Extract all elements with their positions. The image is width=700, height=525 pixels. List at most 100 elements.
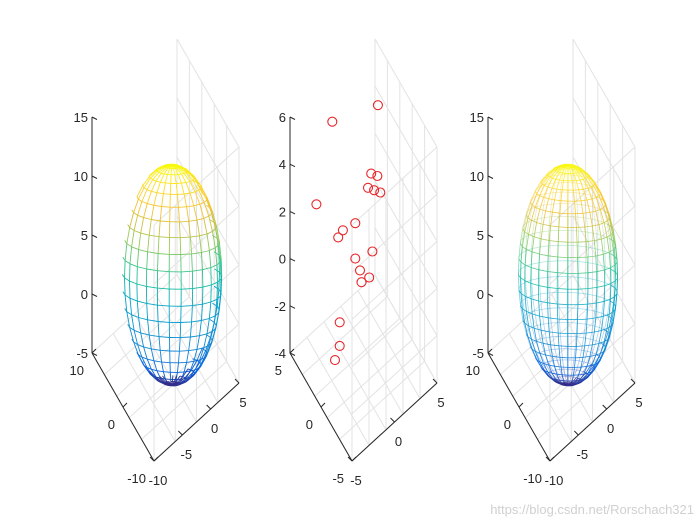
mesh-line (583, 337, 591, 340)
mesh-line (558, 345, 561, 358)
scatter-point (375, 187, 386, 198)
mesh-line (147, 358, 155, 362)
mesh-line (178, 173, 182, 176)
mesh-line (584, 333, 587, 346)
grid-line (326, 339, 413, 419)
mesh-line (213, 285, 220, 290)
mesh-line (570, 173, 573, 181)
mesh-line (174, 174, 177, 184)
mesh-line (603, 236, 606, 252)
mesh-line (528, 325, 532, 340)
mesh-line (158, 166, 166, 173)
mesh-line (536, 222, 544, 225)
mesh-line (612, 249, 616, 266)
mesh-line (608, 299, 611, 315)
mesh-line (583, 171, 589, 179)
mesh-line (527, 198, 533, 211)
mesh-line (552, 199, 555, 213)
mesh-line (540, 178, 543, 182)
mesh-line (539, 197, 544, 210)
mesh-line (572, 360, 575, 370)
mesh-line (186, 205, 194, 208)
mesh-line (586, 199, 591, 213)
mesh-line (549, 170, 557, 178)
mesh-line (136, 283, 147, 287)
mesh-line (159, 173, 165, 183)
mesh-line (587, 302, 597, 305)
mesh-line (585, 241, 588, 258)
mesh-line (607, 223, 612, 228)
mesh-line (126, 227, 131, 244)
mesh-line (172, 168, 176, 175)
mesh-line (547, 168, 555, 174)
mesh-line (533, 236, 542, 240)
mesh-line (576, 333, 578, 347)
mesh-line (218, 296, 221, 313)
mesh-line (556, 179, 560, 190)
mesh-line (522, 300, 526, 316)
mesh-line (544, 171, 551, 179)
mesh-line (579, 170, 585, 178)
mesh-line (573, 175, 576, 184)
mesh-line (549, 308, 552, 324)
mesh-line (147, 203, 155, 206)
mesh-line (557, 164, 563, 167)
mesh-line (561, 348, 563, 360)
mesh-line (603, 328, 608, 342)
mesh-line (149, 234, 160, 238)
mesh-line (146, 302, 158, 306)
mesh-line (552, 356, 555, 367)
mesh-line (146, 179, 154, 190)
scatter-point (372, 170, 383, 182)
mesh-line (157, 304, 170, 307)
mesh-line (184, 168, 192, 175)
mesh-line (595, 211, 600, 225)
mesh-line (176, 194, 179, 208)
mesh-line (554, 164, 562, 169)
mesh-line (548, 225, 551, 241)
grid-line (176, 156, 240, 266)
mesh-line (547, 230, 550, 246)
y-tick-mark (573, 430, 579, 436)
mesh-line (535, 187, 538, 191)
mesh-line (133, 341, 139, 355)
mesh-line (573, 377, 579, 384)
mesh-line (182, 167, 189, 174)
mesh-line (596, 188, 602, 199)
mesh-line (591, 179, 597, 189)
mesh-line (206, 233, 210, 251)
mesh-line (583, 361, 589, 364)
mesh-line (124, 294, 128, 312)
mesh-line (155, 180, 161, 183)
mesh-line (161, 193, 164, 207)
mesh-line (573, 173, 577, 181)
mesh-line (138, 317, 148, 321)
mesh-line (532, 340, 536, 343)
mesh-line (136, 249, 140, 267)
mesh-line (152, 179, 157, 182)
mesh-line (570, 376, 575, 383)
grid-line (357, 290, 421, 399)
subplot-3-surface: 15 10 5 0 -5 10 0 -10 5 0 -5 -10 (466, 38, 643, 488)
mesh-line (205, 195, 211, 209)
mesh-line (580, 365, 588, 368)
mesh-line (528, 234, 535, 238)
mesh-line (178, 377, 186, 384)
mesh-line (548, 364, 555, 367)
mesh-line (547, 271, 558, 274)
mesh-line (206, 197, 213, 212)
mesh-line (539, 184, 545, 196)
mesh-line (131, 246, 139, 251)
mesh-line (532, 196, 536, 199)
mesh-line (218, 254, 220, 273)
mesh-line (573, 367, 575, 376)
mesh-line (547, 186, 553, 189)
mesh-line (531, 313, 535, 329)
z-tick-mark (289, 116, 296, 120)
mesh-line (155, 172, 162, 182)
mesh-line (600, 329, 605, 343)
scatter-point (311, 199, 322, 210)
mesh-line (536, 194, 541, 207)
mesh-line (576, 336, 584, 339)
mesh-line (576, 179, 581, 181)
